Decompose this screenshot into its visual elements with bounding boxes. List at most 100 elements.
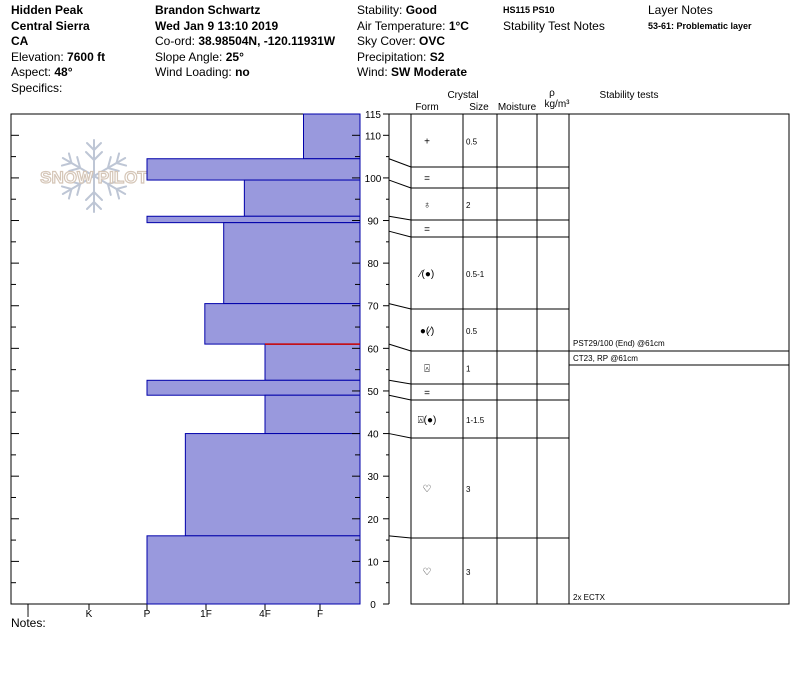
height-tick-label: 80: [367, 259, 379, 270]
air-temperature-value: 1°C: [448, 18, 469, 33]
crystal-header: Crystal: [447, 90, 478, 101]
grain-form: ♡: [423, 567, 432, 578]
range-name: Central Sierra: [11, 18, 90, 33]
layer-bar: [146, 535, 361, 605]
height-tick-label: 70: [367, 302, 379, 313]
layer-connector: [388, 230, 412, 238]
grain-form: =: [424, 388, 430, 399]
hardness-tick-label: 4F: [259, 609, 271, 620]
stability-test-result: 2x ECTX: [573, 593, 606, 602]
layer-bar: [243, 179, 361, 217]
grain-size: 0.5-1: [466, 270, 485, 279]
coordinates-value: 38.98504N, -120.11931W: [198, 34, 336, 48]
layer-connector: [388, 379, 412, 385]
height-tick-label: 50: [367, 387, 379, 398]
location-name: Hidden Peak: [11, 3, 84, 17]
observation-datetime: Wed Jan 9 13:10 2019: [155, 18, 279, 33]
height-tick-label: 30: [367, 472, 379, 483]
grain-size: 0.5: [466, 138, 478, 147]
hardness-tick-label: I: [27, 609, 30, 620]
air-temperature: Air Temperature: 1°C: [357, 18, 469, 33]
conditions-info: Stability: Good Air Temperature: 1°C Sky…: [357, 3, 469, 81]
elevation-value: 7600 ft: [67, 49, 106, 64]
grain-size: 3: [466, 568, 471, 577]
height-tick-label: 60: [367, 344, 379, 355]
stability-value: Good: [405, 3, 438, 17]
layer-connector: [388, 215, 412, 221]
grain-size: 1-1.5: [466, 416, 485, 425]
layer-bars: [146, 113, 361, 605]
layer-bar: [303, 113, 361, 160]
wind: Wind: SW Moderate: [357, 65, 468, 79]
profile-frame: [410, 113, 790, 605]
grain-form: +: [424, 137, 430, 148]
grain-form: =: [424, 174, 430, 185]
stability-test-result: PST29/100 (End) @61cm: [573, 339, 665, 348]
layer-bar: [223, 222, 361, 305]
snowpilot-watermark: SNOW PILOT: [40, 139, 149, 213]
grain-form: ⍓(●): [418, 415, 437, 426]
layer-connectors: [388, 158, 412, 539]
grain-form: ●(⁄): [420, 326, 434, 337]
layer-note: 53-61: Problematic layer: [648, 20, 752, 31]
height-tick-label: 115: [365, 110, 381, 121]
grain-form: ♁: [423, 200, 431, 211]
grain-size: 1: [466, 365, 471, 374]
site-info: Hidden Peak Central Sierra CA Elevation:…: [11, 3, 105, 96]
stability: Stability: Good: [357, 3, 438, 17]
layer-bar: [264, 343, 361, 381]
stability-test-results: PST29/100 (End) @61cm CT23, RP @61cm 2x EC…: [569, 339, 789, 602]
density-unit: kg/m³: [545, 99, 571, 110]
precipitation-value: S2: [429, 49, 445, 64]
hardness-tick-label: 1F: [200, 609, 212, 620]
layer-notes: Layer Notes 53-61: Problematic layer: [648, 3, 752, 34]
layer-connector: [388, 343, 412, 352]
wind-value: SW Moderate: [391, 65, 468, 79]
layer-bar: [146, 215, 361, 224]
stability-header: HS115 PS10 Stability Test Notes: [503, 3, 605, 34]
state-name: CA: [11, 34, 29, 48]
layer-bar: [204, 303, 361, 345]
layer-connector: [388, 303, 412, 310]
hardness-tick-label: K: [86, 609, 93, 620]
grain-size: 3: [466, 485, 471, 494]
specifics-label: Specifics:: [11, 80, 63, 95]
layer-bar: [146, 379, 361, 396]
height-tick-label: 0: [370, 600, 376, 611]
wind-loading: Wind Loading: no: [155, 65, 250, 79]
grain-size: 2: [466, 201, 471, 210]
layer-bar: [146, 158, 361, 181]
hardness-tick-label: P: [144, 609, 151, 620]
height-tick-label: 20: [367, 515, 379, 526]
slope-angle: Slope Angle: 25°: [155, 49, 244, 64]
elevation: Elevation: 7600 ft: [11, 49, 106, 64]
layer-notes-title: Layer Notes: [648, 3, 713, 17]
watermark-text: SNOW PILOT: [40, 168, 148, 187]
height-tick-label: 110: [365, 131, 381, 142]
observer-info: Brandon Schwartz Wed Jan 9 13:10 2019 Co…: [155, 3, 335, 81]
layer-bar: [264, 394, 361, 435]
layer-connector: [388, 433, 412, 439]
sky-cover: Sky Cover: OVC: [357, 34, 446, 48]
stability-test-result: CT23, RP @61cm: [573, 354, 638, 363]
grain-form: =: [424, 225, 430, 236]
wind-loading-value: no: [235, 65, 250, 79]
height-axis: 0 10 20 30 40 50 60 70 80 90 100 110 115: [11, 110, 389, 611]
layer-connector: [388, 394, 412, 401]
hardness-tick-label: F: [317, 609, 323, 620]
profile-rows: +0.5 = ♁ 2 = ⁄(●) 0.5-1 ●(⁄) 0.5 ⍓ 1 = ⍓(●) 1-1.5 ♡ 3 ♡ 3: [411, 137, 569, 578]
grain-form: ⍓: [424, 364, 430, 375]
stability-tests-header: Stability tests: [600, 90, 659, 101]
height-tick-label: 90: [367, 217, 379, 228]
height-tick-label: 10: [367, 557, 379, 568]
layer-connector: [388, 179, 412, 189]
moisture-header: Moisture: [498, 102, 537, 113]
layer-connector: [388, 535, 412, 539]
height-tick-label: 100: [365, 174, 382, 185]
hs-ps: HS115 PS10: [503, 5, 555, 15]
profile-table: Crystal Form Size Moisture ρ kg/m³ Stabi…: [388, 88, 790, 605]
layer-connector: [388, 158, 412, 168]
aspect: Aspect: 48°: [11, 65, 73, 79]
coordinates: Co-ord: 38.98504N, -120.11931W: [155, 34, 336, 48]
